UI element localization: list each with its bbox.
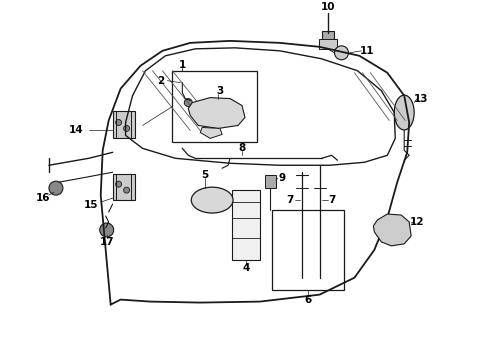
Circle shape: [100, 223, 114, 237]
Text: 6: 6: [304, 294, 311, 305]
Bar: [232, 190, 260, 260]
Text: 3: 3: [217, 86, 224, 96]
Text: 7: 7: [328, 195, 335, 205]
Circle shape: [116, 120, 122, 126]
Polygon shape: [200, 127, 222, 138]
Circle shape: [116, 181, 122, 187]
Circle shape: [123, 187, 129, 193]
Text: 11: 11: [360, 46, 375, 56]
Polygon shape: [188, 98, 245, 129]
Circle shape: [184, 99, 192, 107]
Ellipse shape: [191, 187, 233, 213]
Bar: [318, 39, 337, 49]
Bar: [113, 174, 135, 200]
Text: 2: 2: [157, 76, 164, 86]
Text: 8: 8: [239, 143, 245, 153]
Bar: [113, 111, 135, 138]
Bar: [272, 210, 343, 290]
Text: 12: 12: [410, 217, 424, 227]
Text: 14: 14: [69, 125, 83, 135]
Text: 15: 15: [83, 200, 98, 210]
Text: 17: 17: [99, 237, 114, 247]
Text: 7: 7: [286, 195, 294, 205]
Bar: [321, 31, 334, 41]
Ellipse shape: [394, 95, 414, 130]
Text: 1: 1: [179, 60, 186, 70]
Text: 16: 16: [36, 193, 50, 203]
Circle shape: [49, 181, 63, 195]
Text: 4: 4: [243, 263, 250, 273]
Circle shape: [335, 46, 348, 60]
Text: 5: 5: [201, 170, 209, 180]
Text: 13: 13: [414, 94, 428, 104]
Polygon shape: [373, 214, 411, 246]
Text: 9: 9: [278, 173, 285, 183]
Bar: [265, 175, 276, 188]
Text: 10: 10: [320, 2, 335, 12]
Circle shape: [123, 126, 129, 131]
Bar: [172, 71, 257, 142]
